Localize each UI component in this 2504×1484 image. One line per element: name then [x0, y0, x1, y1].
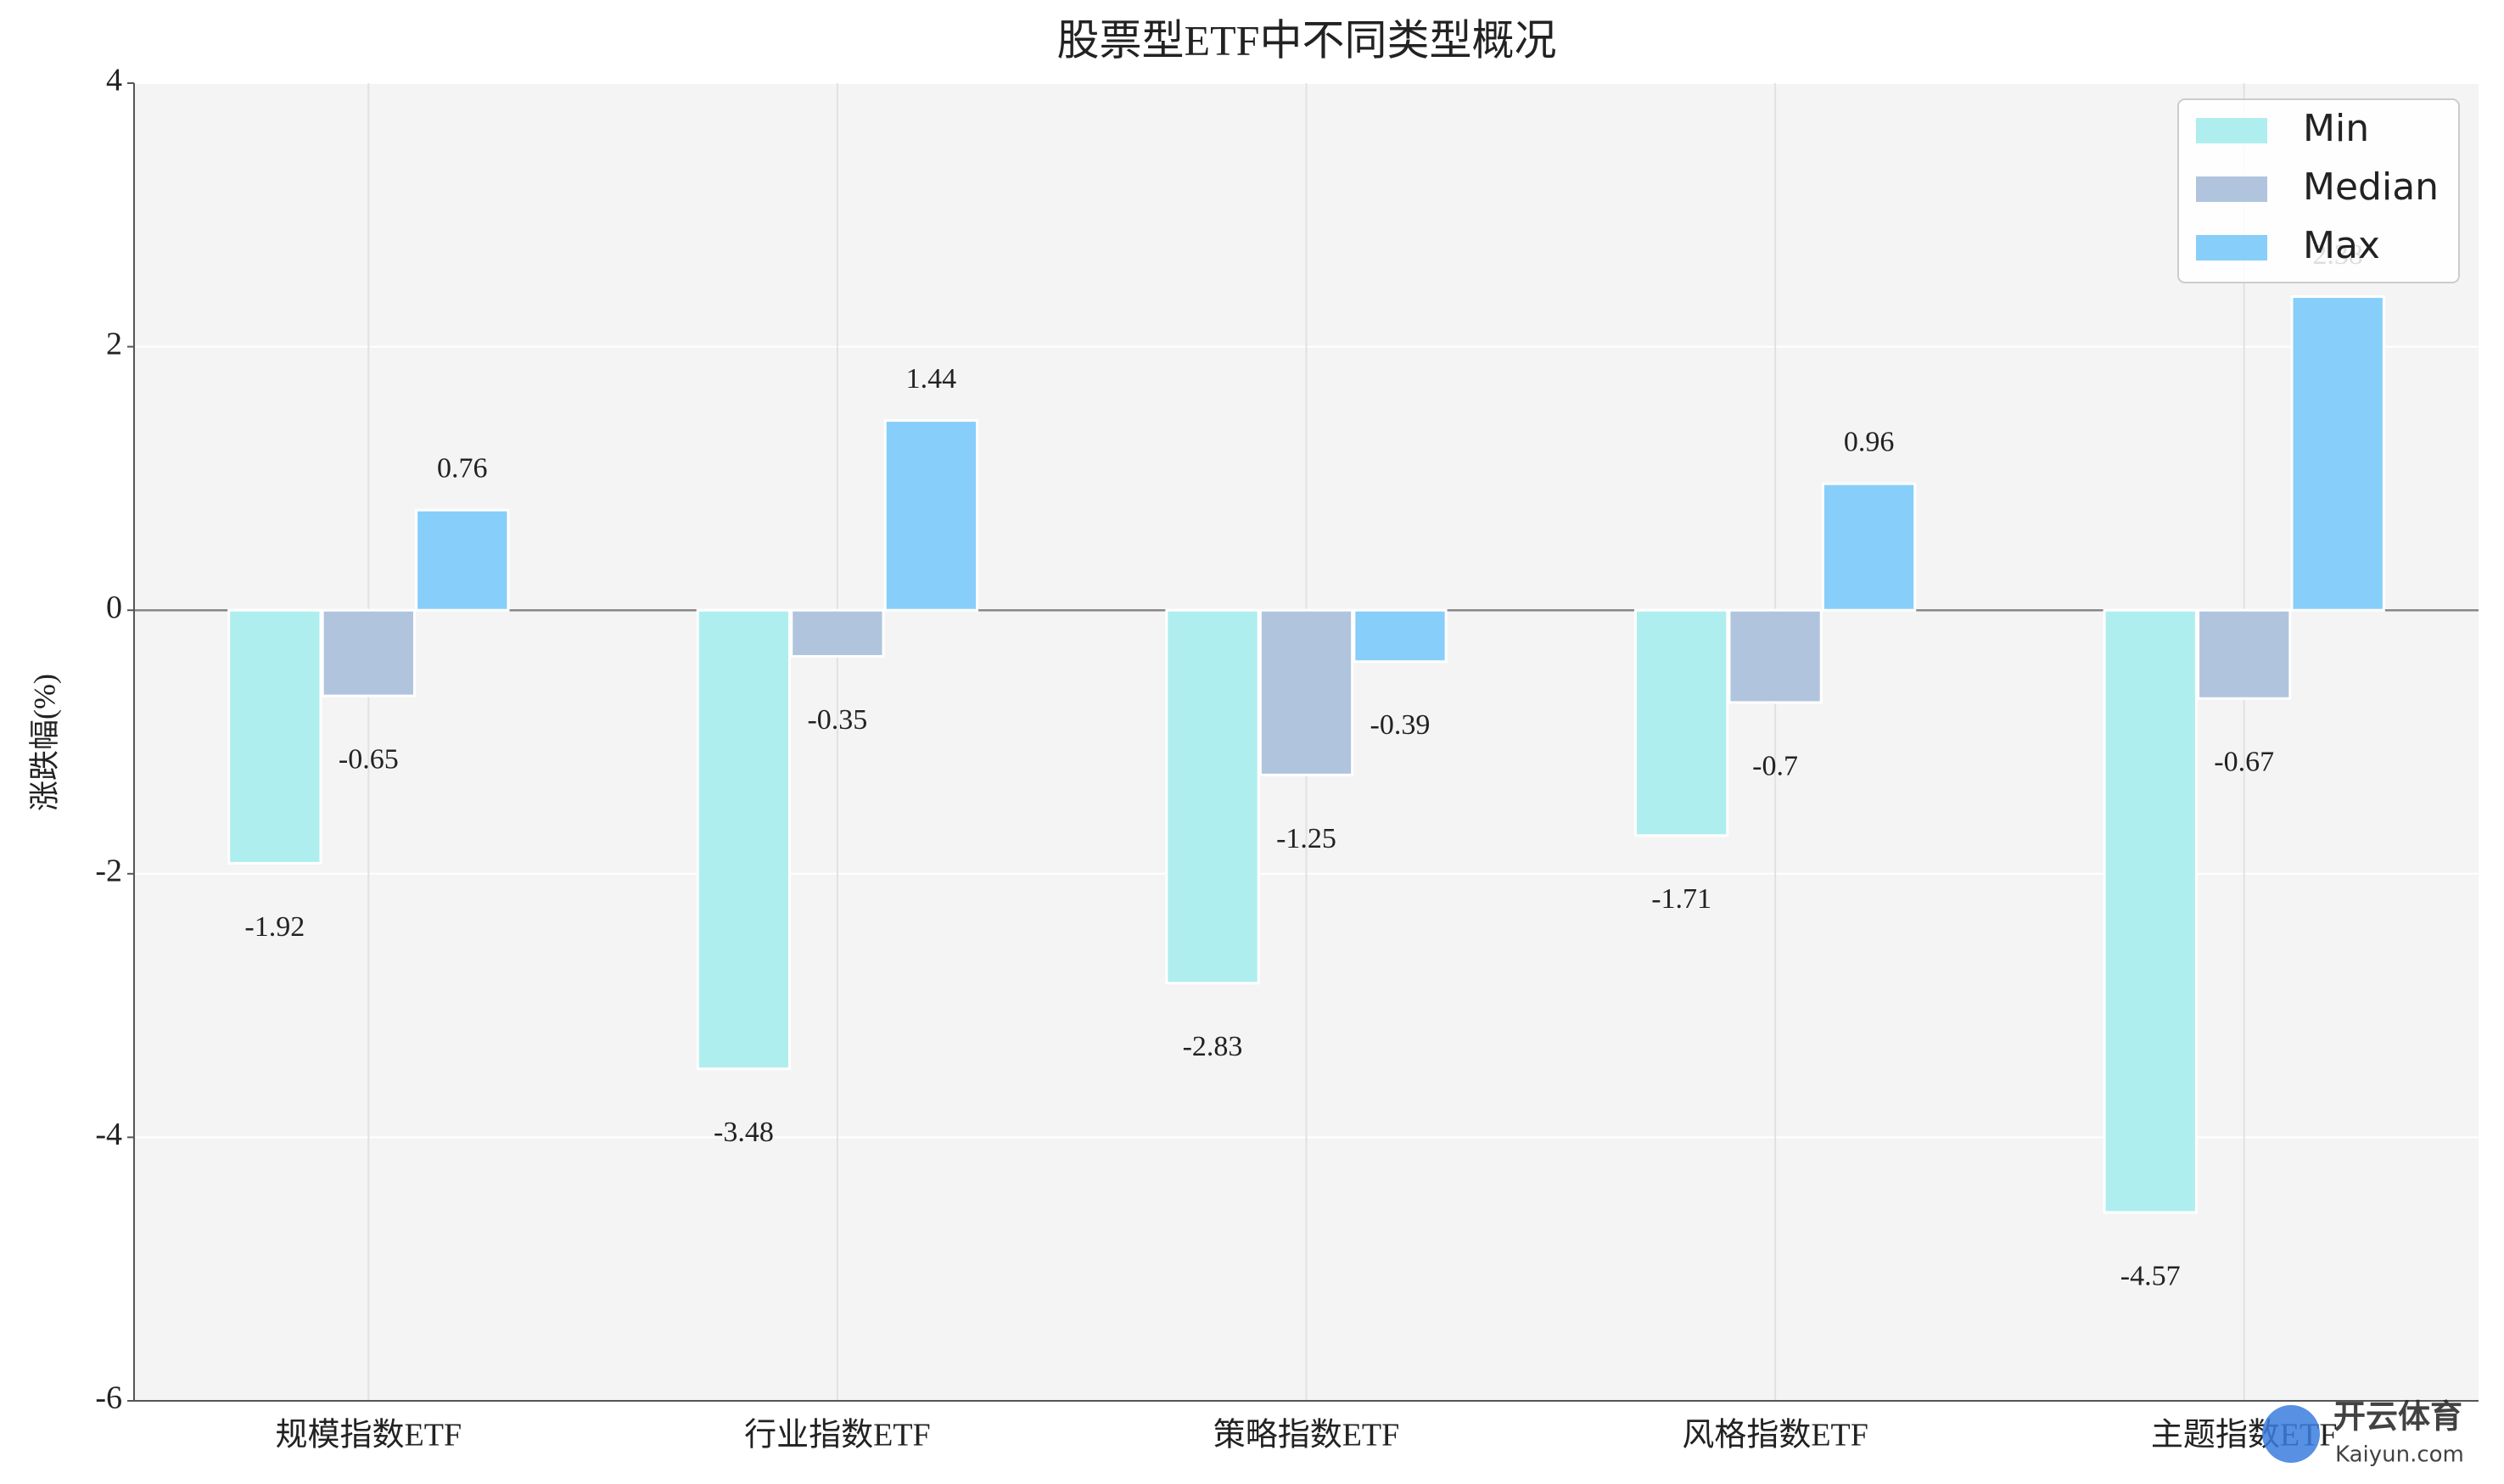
value-label: -0.7	[1752, 750, 1798, 781]
watermark: 开云体育 Kaiyun.com	[2262, 1398, 2464, 1468]
bar	[2290, 295, 2385, 612]
y-tick-label: 2	[106, 326, 122, 361]
x-tick-label: 行业指数ETF	[744, 1418, 931, 1453]
bar	[790, 608, 885, 658]
bar	[1258, 608, 1354, 776]
bar	[415, 508, 510, 612]
chart-title: 股票型ETF中不同类型概况	[1057, 16, 1557, 64]
value-label: -0.65	[339, 744, 399, 776]
value-label: 1.44	[906, 363, 957, 395]
bar	[2197, 608, 2292, 700]
bar	[1633, 608, 1729, 837]
bar	[696, 608, 792, 1071]
value-label: -4.57	[2120, 1260, 2181, 1291]
x-tick-label: 风格指数ETF	[1682, 1418, 1868, 1453]
bar	[321, 608, 416, 697]
y-tick-label: 4	[106, 63, 122, 98]
value-label: -2.83	[1183, 1031, 1243, 1062]
value-label: 0.96	[1844, 426, 1895, 457]
bar	[1165, 608, 1260, 985]
watermark-logo	[2262, 1405, 2320, 1463]
value-label: 0.76	[437, 452, 488, 484]
bar	[883, 419, 979, 612]
value-label: -3.48	[714, 1117, 774, 1148]
bar	[1821, 482, 1917, 612]
y-tick-label: 0	[106, 590, 122, 625]
value-label: -0.35	[807, 704, 867, 736]
legend-swatch	[2196, 118, 2267, 143]
bar	[227, 608, 322, 865]
bar	[1353, 608, 1448, 664]
y-tick-label: -2	[95, 854, 122, 889]
bar	[2103, 608, 2198, 1214]
y-tick-label: -6	[95, 1380, 122, 1416]
value-label: -1.92	[244, 911, 305, 943]
legend-label: Max	[2303, 224, 2380, 267]
legend-swatch	[2196, 176, 2267, 202]
watermark-text: 开云体育	[2333, 1398, 2462, 1436]
watermark-url: Kaiyun.com	[2335, 1442, 2464, 1468]
legend-label: Min	[2303, 107, 2369, 150]
x-tick-label: 策略指数ETF	[1213, 1418, 1400, 1453]
y-tick-label: -4	[95, 1117, 122, 1152]
legend-swatch	[2196, 235, 2267, 260]
x-tick-label: 规模指数ETF	[276, 1418, 462, 1453]
bar	[1728, 608, 1823, 704]
value-label: -1.25	[1276, 823, 1336, 854]
value-label: -0.67	[2214, 747, 2274, 778]
value-label: -0.39	[1370, 709, 1431, 741]
value-label: -1.71	[1651, 883, 1711, 915]
y-axis-label: 涨跌幅(%)	[27, 674, 61, 811]
legend-label: Median	[2303, 165, 2439, 209]
